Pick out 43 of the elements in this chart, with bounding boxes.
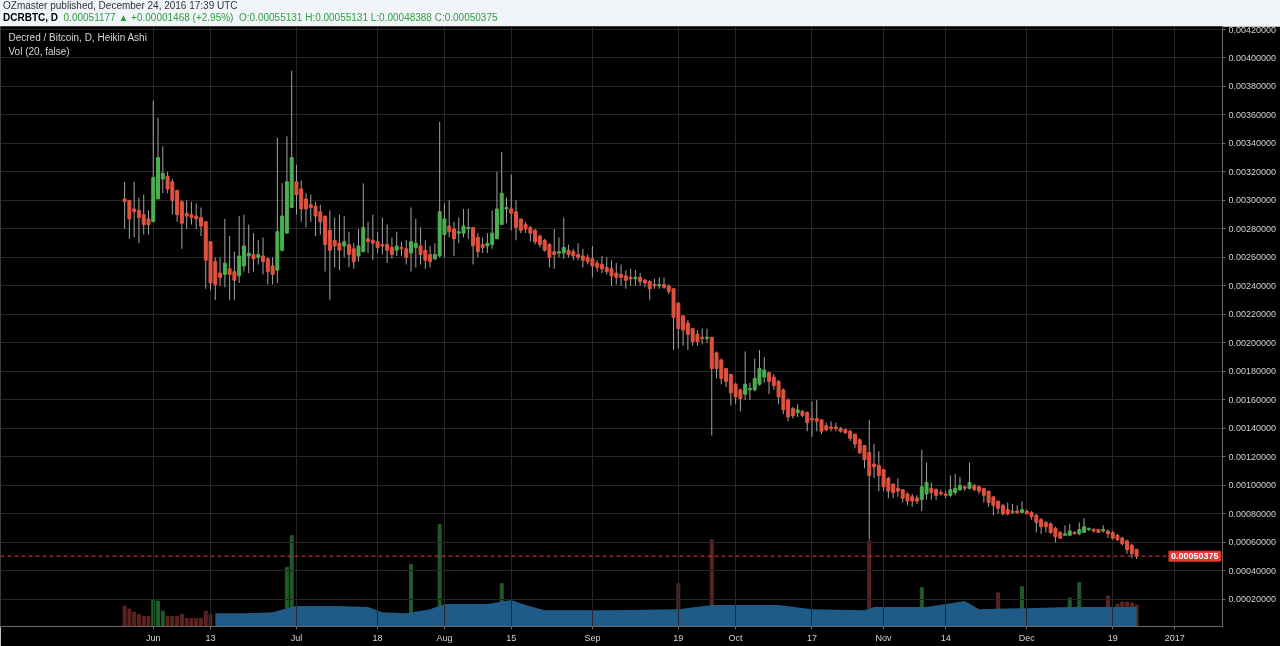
y-tick-label: 0.00080000 bbox=[1228, 508, 1277, 519]
y-tick-label: 0.00380000 bbox=[1228, 81, 1277, 92]
y-tick-label: 0.00260000 bbox=[1228, 252, 1277, 263]
x-tick-label: Jul bbox=[290, 632, 303, 643]
y-tick-label: 0.00200000 bbox=[1228, 337, 1277, 348]
x-tick-label: 19 bbox=[1107, 632, 1118, 643]
y-tick-label: 0.00020000 bbox=[1228, 594, 1277, 605]
x-tick-label: Dec bbox=[1018, 632, 1036, 643]
x-tick-label: Sep bbox=[584, 632, 601, 643]
y-tick-label: 0.00060000 bbox=[1228, 537, 1277, 548]
x-tick-label: 19 bbox=[673, 632, 684, 643]
x-tick-label: 15 bbox=[506, 632, 517, 643]
text: 0.00051177 ▲ +0.00001468 (+2.95%) bbox=[63, 12, 234, 23]
x-tick-label: 18 bbox=[372, 632, 383, 643]
text: O:0.00055131 H:0.00055131 L:0.00048388 C:0.00050375 bbox=[238, 12, 498, 23]
ref-line-label: 0.00050375 bbox=[1170, 551, 1219, 562]
text: OZmaster published, December 24, 2016 17:39 UTC bbox=[3, 0, 239, 12]
y-tick-label: 0.00220000 bbox=[1228, 309, 1277, 320]
y-tick-label: 0.00400000 bbox=[1228, 52, 1277, 63]
x-tick-label: 13 bbox=[205, 632, 216, 643]
chart-title: Vol (20, false) bbox=[8, 45, 70, 57]
y-tick-label: 0.00340000 bbox=[1228, 138, 1277, 149]
x-tick-label: Nov bbox=[875, 632, 893, 643]
text: Decred / Bitcoin, D, Heikin Ashi bbox=[8, 31, 147, 43]
text: DCRBTC, D bbox=[3, 12, 58, 23]
y-tick-label: 0.00300000 bbox=[1228, 195, 1277, 206]
y-tick-label: 0.00180000 bbox=[1228, 366, 1277, 377]
y-tick-label: 0.00280000 bbox=[1228, 223, 1277, 234]
y-tick-label: 0.00040000 bbox=[1228, 565, 1277, 576]
y-tick-label: 0.00100000 bbox=[1228, 480, 1277, 491]
y-tick-label: 0.00120000 bbox=[1228, 451, 1277, 462]
x-tick-label: 17 bbox=[806, 632, 817, 643]
y-tick-label: 0.00420000 bbox=[1228, 24, 1277, 35]
y-tick-label: 0.00360000 bbox=[1228, 109, 1277, 120]
x-tick-label: Aug bbox=[436, 632, 453, 643]
y-tick-label: 0.00240000 bbox=[1228, 280, 1277, 291]
y-tick-label: 0.00160000 bbox=[1228, 394, 1277, 405]
y-tick-label: 0.00320000 bbox=[1228, 166, 1277, 177]
x-tick-label: 2017 bbox=[1164, 632, 1185, 643]
x-tick-label: Jun bbox=[145, 632, 161, 643]
x-tick-label: Oct bbox=[728, 632, 744, 643]
x-tick-label: 14 bbox=[940, 632, 951, 643]
y-tick-label: 0.00140000 bbox=[1228, 423, 1277, 434]
